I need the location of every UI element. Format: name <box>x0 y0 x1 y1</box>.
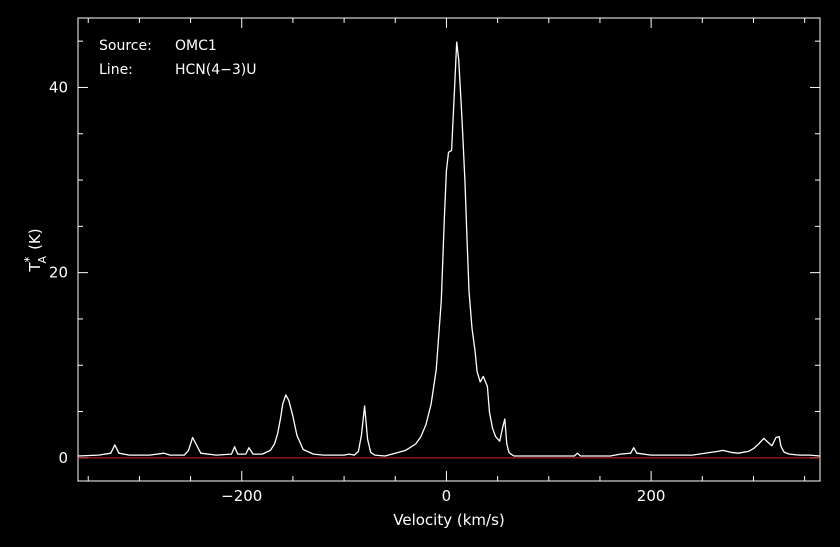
x-tick-label: 200 <box>637 487 666 505</box>
y-tick-label: 20 <box>49 264 68 282</box>
axis-ticks <box>78 18 820 481</box>
axis-tick-labels: −200 0 200 0 20 40 <box>49 78 666 505</box>
spectrum-line <box>77 41 821 457</box>
plot-frame <box>77 17 821 482</box>
svg-text:T*A(K): T*A (K) <box>22 228 49 272</box>
annotation-line-value: HCN(4−3)U <box>175 62 257 78</box>
y-axis-label-sup: * <box>22 256 36 262</box>
x-tick-label: −200 <box>221 487 262 505</box>
y-axis-label-sub: A <box>36 255 49 263</box>
annotation-source-key: Source: <box>99 38 152 54</box>
y-axis-label-unit: (K) <box>26 228 44 250</box>
y-tick-label: 0 <box>58 449 68 467</box>
y-axis-label-main: T <box>26 262 44 273</box>
annotation-line-key: Line: <box>99 62 133 78</box>
y-tick-label: 40 <box>49 78 68 96</box>
y-axis-label: T*A (K) <box>22 228 49 272</box>
annotation-source-value: OMC1 <box>175 38 217 54</box>
x-tick-label: 0 <box>442 487 452 505</box>
x-axis-label: Velocity (km/s) <box>393 511 504 529</box>
